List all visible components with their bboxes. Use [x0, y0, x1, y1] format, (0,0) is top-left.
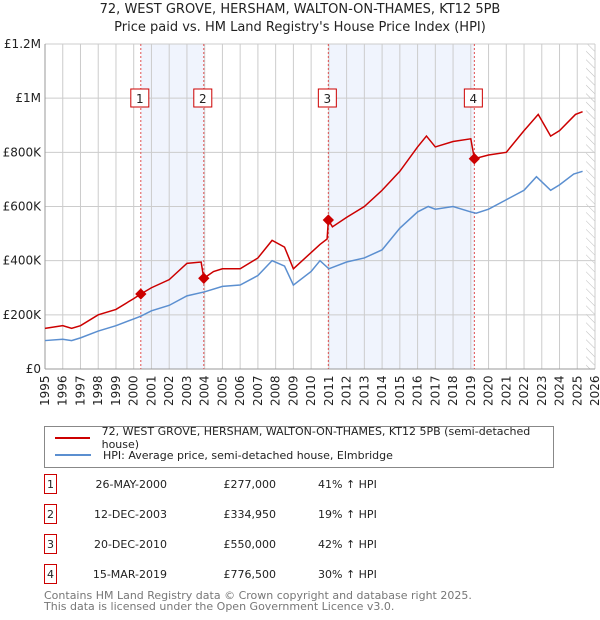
- sale-label: 1: [136, 92, 144, 106]
- sale-point: [468, 153, 481, 165]
- y-tick-label: £1M: [15, 91, 41, 105]
- sale-date: 20-DEC-2010: [93, 537, 167, 551]
- footer-line-2: This data is licensed under the Open Gov…: [44, 600, 395, 613]
- x-tick-label: 2026: [588, 375, 600, 406]
- legend-swatch-property: [55, 437, 90, 439]
- chart-subtitle: Price paid vs. HM Land Registry's House …: [114, 20, 486, 35]
- x-tick-label: 1995: [38, 375, 52, 406]
- legend-label-property: 72, WEST GROVE, HERSHAM, WALTON-ON-THAME…: [101, 425, 531, 451]
- x-tick-label: 2017: [428, 375, 442, 406]
- x-tick-label: 2008: [269, 375, 283, 406]
- x-tick-label: 2015: [393, 375, 407, 406]
- sale-price: £776,500: [223, 567, 277, 581]
- sale-date: 12-DEC-2003: [93, 507, 167, 521]
- sale-hpi-diff: 42% ↑ HPI: [318, 537, 377, 551]
- sale-label-box: [130, 88, 150, 108]
- x-tick-label: 2006: [233, 375, 247, 406]
- x-tick-label: 2021: [499, 375, 513, 406]
- sale-hpi-diff: 41% ↑ HPI: [318, 477, 377, 491]
- price-chart: 1995 1996 1997 1998 1999 2000 2001 2002 2003 2004…: [3, 37, 600, 406]
- sale-label: 4: [470, 92, 478, 106]
- x-tick-label: 2004: [198, 375, 212, 406]
- legend-label-hpi: HPI: Average price, semi-detached house,…: [103, 448, 393, 462]
- x-tick-label: 1997: [73, 375, 87, 406]
- chart-title: 72, WEST GROVE, HERSHAM, WALTON-ON-THAME…: [99, 2, 501, 17]
- sale-marker-box: 1: [44, 474, 57, 494]
- sale-label-box: [193, 88, 213, 108]
- sale-date: 15-MAR-2019: [92, 567, 167, 581]
- sale-price: £277,000: [223, 477, 277, 491]
- x-tick-label: 2002: [162, 375, 176, 406]
- x-tick-label: 2003: [180, 375, 194, 406]
- x-tick-label: 2020: [482, 375, 496, 406]
- sale-point: [322, 214, 334, 226]
- hpi-line: [44, 170, 583, 342]
- y-tick-label: £0: [26, 362, 41, 376]
- sale-row: 2 12-DEC-2003 £334,950 19% ↑ HPI: [44, 504, 544, 524]
- y-tick-label: £600K: [3, 200, 43, 214]
- sale-hpi-diff: 30% ↑ HPI: [318, 567, 377, 581]
- x-tick-label: 2013: [357, 375, 371, 406]
- sale-label-box: [317, 88, 337, 108]
- x-tick-label: 2014: [375, 375, 389, 406]
- sale-label: 2: [199, 92, 207, 106]
- x-tick-label: 2025: [570, 375, 584, 406]
- property-price-line: [44, 111, 583, 330]
- footer-line-1: Contains HM Land Registry data © Crown c…: [44, 589, 472, 602]
- x-tick-label: 2005: [215, 375, 229, 406]
- sale-marker-box: 2: [44, 504, 57, 524]
- x-tick-label: 1998: [91, 375, 105, 406]
- y-tick-label: £800K: [3, 145, 43, 159]
- x-tick-label: 2016: [411, 375, 425, 406]
- x-tick-label: 2022: [517, 375, 531, 406]
- sale-point: [135, 288, 147, 300]
- sale-price: £550,000: [223, 537, 277, 551]
- x-tick-label: 2011: [322, 375, 336, 406]
- x-tick-label: 1999: [109, 375, 123, 406]
- sale-marker-box: 4: [44, 564, 57, 584]
- x-tick-label: 1996: [56, 375, 70, 406]
- sale-row: 4 15-MAR-2019 £776,500 30% ↑ HPI: [44, 564, 544, 584]
- x-tick-label: 2010: [304, 375, 318, 406]
- x-tick-label: 2000: [127, 375, 141, 406]
- sale-date: 26-MAY-2000: [95, 477, 167, 491]
- legend-swatch-hpi: [55, 454, 91, 456]
- sale-hpi-diff: 19% ↑ HPI: [318, 507, 377, 521]
- x-tick-label: 2024: [553, 375, 567, 406]
- x-tick-label: 2023: [535, 375, 549, 406]
- x-tick-label: 2018: [446, 375, 460, 406]
- sale-row: 1 26-MAY-2000 £277,000 41% ↑ HPI: [44, 474, 544, 494]
- sale-marker-box: 3: [44, 534, 57, 554]
- sale-label-box: [463, 88, 483, 108]
- sale-price: £334,950: [223, 507, 277, 521]
- x-tick-label: 2012: [340, 375, 354, 406]
- sale-point: [198, 272, 210, 284]
- x-tick-label: 2001: [144, 375, 158, 406]
- sale-row: 3 20-DEC-2010 £550,000 42% ↑ HPI: [44, 534, 544, 554]
- legend: 72, WEST GROVE, HERSHAM, WALTON-ON-THAME…: [44, 425, 554, 468]
- x-tick-label: 2019: [464, 375, 478, 406]
- y-tick-label: £1.2M: [4, 37, 41, 51]
- x-tick-label: 2009: [286, 375, 300, 406]
- y-tick-label: £400K: [3, 254, 43, 268]
- x-tick-label: 2007: [251, 375, 265, 406]
- sale-label: 3: [324, 92, 332, 106]
- footer: Contains HM Land Registry data © Crown c…: [44, 590, 472, 612]
- y-tick-label: £200K: [3, 308, 43, 322]
